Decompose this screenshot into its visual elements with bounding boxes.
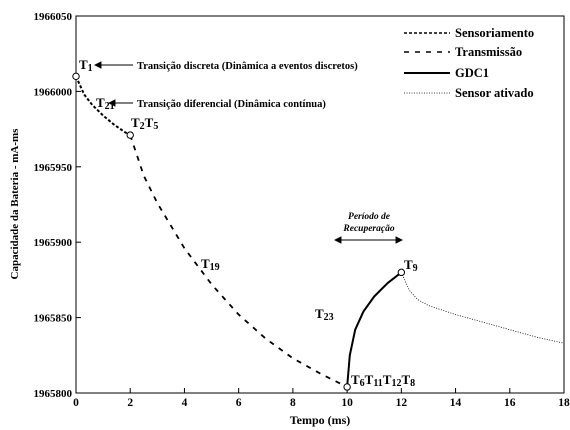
- annotation-t1: T1: [79, 57, 93, 74]
- x-tick-label: 14: [450, 397, 462, 409]
- y-tick-label: 1965900: [34, 237, 73, 249]
- t21-arrowhead: [107, 99, 116, 107]
- series-line-gdc1: [346, 271, 402, 388]
- x-tick-label: 10: [341, 397, 353, 409]
- x-axis-label: Tempo (ms): [290, 413, 351, 427]
- x-tick-label: 16: [504, 397, 516, 409]
- x-tick-label: 0: [73, 397, 79, 409]
- x-tick-label: 2: [127, 397, 133, 409]
- t1-arrowhead: [93, 61, 102, 69]
- annotation-t21: T21: [96, 95, 115, 112]
- y-tick-label: 1965950: [34, 162, 73, 174]
- x-tick-label: 4: [182, 397, 188, 409]
- annotation-t9: T9: [404, 257, 418, 274]
- legend-label-transmissao: Transmissão: [455, 45, 522, 59]
- transition-marker: [126, 131, 134, 139]
- y-tick-label: 1966050: [34, 11, 73, 23]
- marker-layer: [72, 72, 406, 391]
- series-line-sensoriamento: [75, 75, 131, 136]
- x-tick-label: 12: [396, 397, 408, 409]
- transition-marker: [343, 383, 351, 391]
- annotation-discrete-transition: Transição discreta (Dinâmica a eventos d…: [137, 61, 358, 72]
- annotation-arrows: [93, 61, 404, 244]
- x-tick-label: 6: [236, 397, 242, 409]
- recovery-period-label-line1: Período de: [348, 212, 391, 222]
- plot-frame: [75, 15, 565, 394]
- y-tick-label: 1966000: [34, 86, 73, 98]
- x-axis-ticks: 0 2 4 6 8 10 12 14 16 18: [73, 388, 570, 409]
- annotation-t23: T23: [315, 306, 334, 323]
- legend-label-sensoriamento: Sensoriamento: [455, 26, 534, 40]
- x-tick-label: 18: [558, 397, 570, 409]
- series-line-transmiss-o: [129, 134, 348, 388]
- series-layer: [75, 75, 565, 388]
- annotation-t19: T19: [201, 256, 220, 273]
- annotation-differential-transition: Transição diferencial (Dinâmica contínua…: [137, 99, 326, 110]
- y-tick-label: 1965800: [34, 388, 73, 400]
- legend: Sensoriamento Transmissão GDC1 Sensor at…: [404, 26, 534, 100]
- transition-marker: [397, 268, 406, 277]
- y-axis-label: Capacidade da Bateria - mA-ms: [9, 128, 21, 280]
- x-tick-label: 8: [290, 397, 296, 409]
- recovery-arrow-left-head: [333, 236, 342, 244]
- recovery-arrow-right-head: [395, 236, 404, 244]
- series-line-sensor-ativado: [400, 272, 565, 344]
- legend-label-gdc1: GDC1: [455, 66, 489, 80]
- annotation-t2t5: T2T5: [131, 115, 158, 132]
- y-tick-label: 1965850: [34, 313, 73, 325]
- recovery-period-label-line2: Recuperação: [342, 224, 394, 234]
- annotation-t6-t11-t12-t8: T6T11T12T8: [351, 372, 415, 389]
- transition-marker: [72, 72, 80, 81]
- legend-label-sensor-ativado: Sensor ativado: [455, 86, 534, 100]
- y-axis-ticks: 1965800 1965850 1965900 1965950 1966000 19660…: [34, 11, 81, 400]
